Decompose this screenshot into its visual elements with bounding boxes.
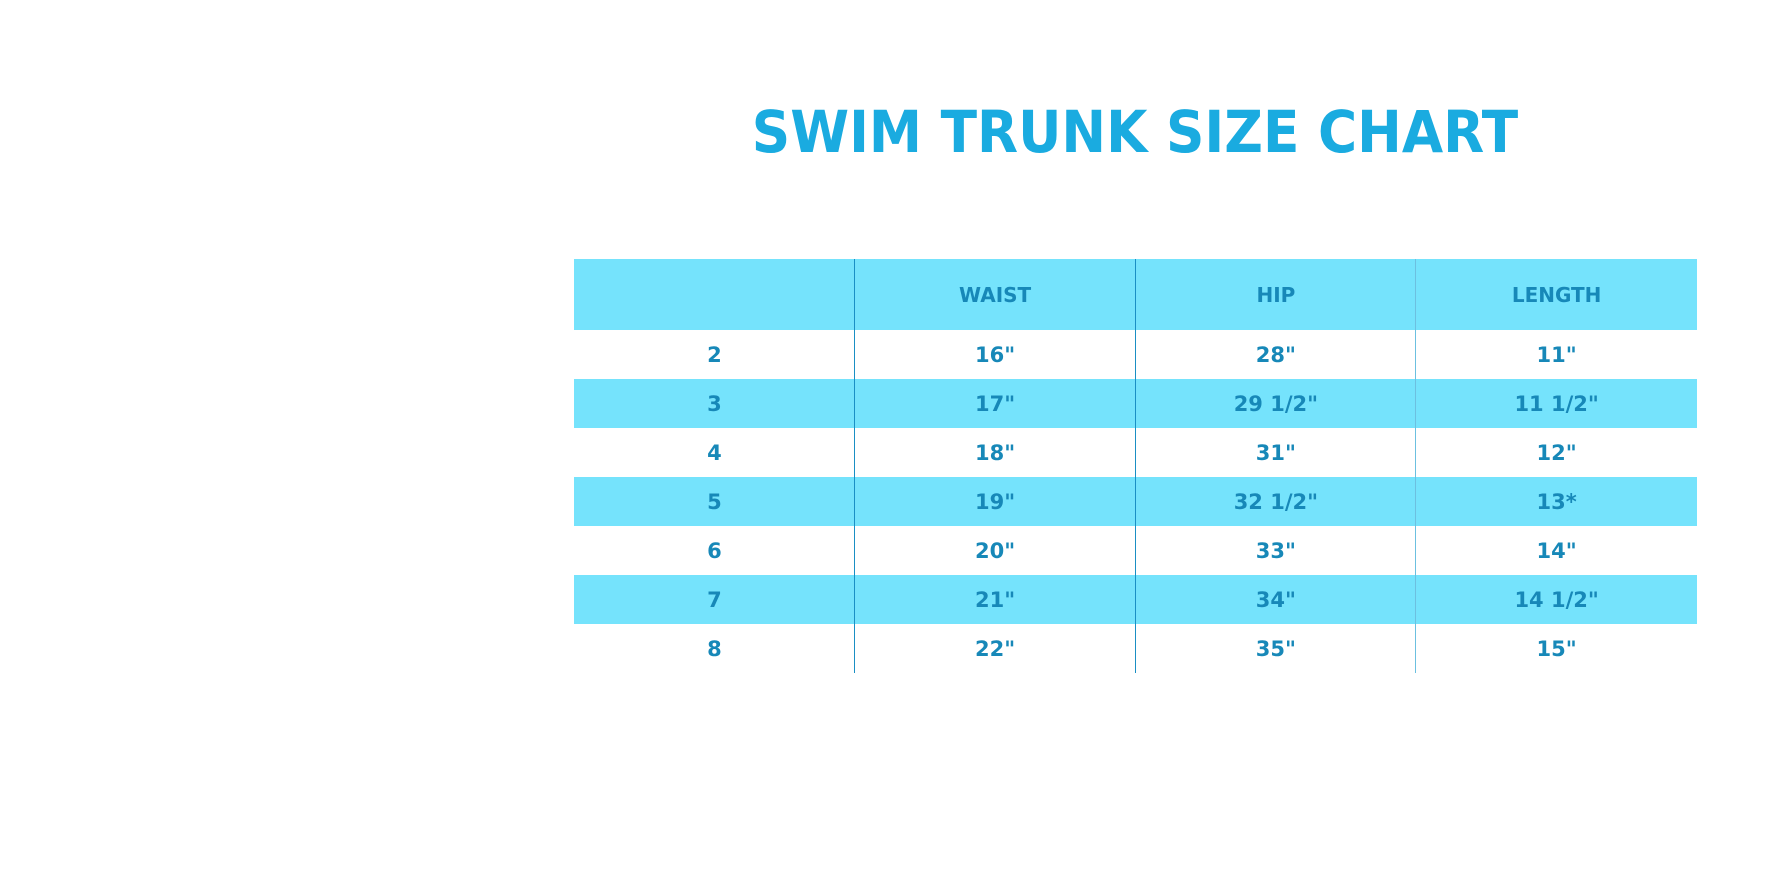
cell-waist: 20" xyxy=(975,538,1016,563)
table-row: 2 16" 28" 11" xyxy=(574,330,1697,379)
header-waist: WAIST xyxy=(959,282,1032,307)
cell-hip: 28" xyxy=(1255,342,1296,367)
cell-waist: 22" xyxy=(975,636,1016,661)
table-row: 4 18" 31" 12" xyxy=(574,428,1697,477)
cell-length: 11 1/2" xyxy=(1514,391,1599,416)
cell-waist: 16" xyxy=(975,342,1016,367)
cell-size: 7 xyxy=(707,587,722,612)
table-row: 8 22" 35" 15" xyxy=(574,624,1697,673)
cell-size: 5 xyxy=(707,489,722,514)
cell-waist: 18" xyxy=(975,440,1016,465)
cell-length: 14 1/2" xyxy=(1514,587,1599,612)
size-chart-table: WAIST HIP LENGTH 2 16" 28" 11" 3 17" 29 1/2" 11… xyxy=(574,259,1697,673)
cell-waist: 19" xyxy=(975,489,1016,514)
cell-size: 8 xyxy=(707,636,722,661)
column-divider xyxy=(1415,259,1416,673)
header-hip: HIP xyxy=(1256,282,1296,307)
cell-length: 11" xyxy=(1536,342,1577,367)
column-divider xyxy=(854,259,855,673)
cell-hip: 32 1/2" xyxy=(1233,489,1319,514)
cell-size: 2 xyxy=(707,342,722,367)
cell-waist: 17" xyxy=(975,391,1016,416)
cell-hip: 33" xyxy=(1255,538,1296,563)
page-title: SWIM TRUNK SIZE CHART xyxy=(751,98,1519,166)
cell-hip: 35" xyxy=(1255,636,1296,661)
header-length: LENGTH xyxy=(1511,282,1602,307)
cell-length: 13* xyxy=(1536,489,1577,514)
cell-hip: 34" xyxy=(1255,587,1296,612)
cell-size: 6 xyxy=(707,538,722,563)
cell-size: 3 xyxy=(707,391,722,416)
cell-hip: 29 1/2" xyxy=(1233,391,1319,416)
cell-waist: 21" xyxy=(975,587,1016,612)
cell-length: 15" xyxy=(1536,636,1577,661)
column-divider xyxy=(1135,259,1136,673)
table-row: 6 20" 33" 14" xyxy=(574,526,1697,575)
cell-length: 14" xyxy=(1536,538,1577,563)
cell-hip: 31" xyxy=(1255,440,1296,465)
cell-size: 4 xyxy=(707,440,722,465)
cell-length: 12" xyxy=(1536,440,1577,465)
